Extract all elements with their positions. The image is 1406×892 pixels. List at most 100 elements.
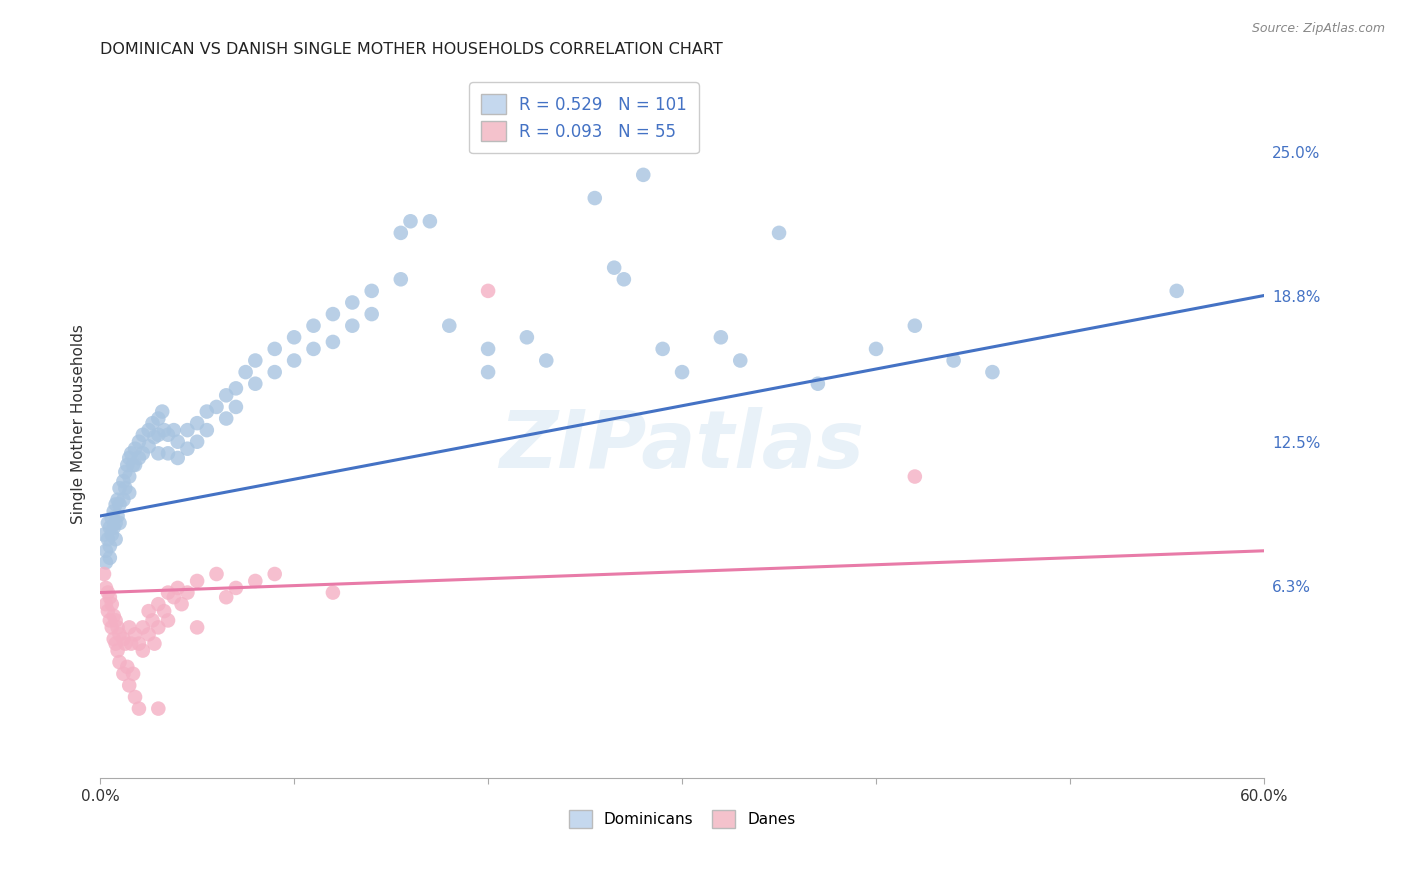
Y-axis label: Single Mother Households: Single Mother Households [72, 325, 86, 524]
Point [94, 581, 117, 595]
Legend: Dominicans, Danes: Dominicans, Danes [562, 804, 801, 834]
Point [108, 655, 131, 669]
Point [215, 591, 238, 605]
Point [904, 469, 927, 483]
Point [205, 567, 228, 582]
Point [728, 353, 751, 368]
Point [97, 516, 120, 530]
Point [138, 627, 160, 641]
Point [108, 627, 131, 641]
Point [97, 604, 120, 618]
Point [103, 504, 125, 518]
Point [603, 260, 626, 275]
Point [98, 614, 121, 628]
Point [120, 637, 142, 651]
Point [94, 543, 117, 558]
Point [263, 365, 285, 379]
Point [112, 666, 135, 681]
Point [138, 423, 160, 437]
Point [148, 411, 170, 425]
Point [108, 481, 131, 495]
Point [124, 690, 146, 704]
Point [710, 330, 733, 344]
Point [235, 365, 257, 379]
Point [108, 516, 131, 530]
Point [157, 427, 180, 442]
Point [141, 416, 163, 430]
Point [477, 284, 499, 298]
Point [114, 465, 136, 479]
Point [245, 353, 267, 368]
Point [1166, 284, 1188, 298]
Point [263, 342, 285, 356]
Point [128, 701, 150, 715]
Point [389, 272, 412, 286]
Point [124, 442, 146, 456]
Point [117, 660, 139, 674]
Point [302, 318, 325, 333]
Point [157, 585, 180, 599]
Point [195, 423, 218, 437]
Point [322, 307, 344, 321]
Point [613, 272, 636, 286]
Point [302, 342, 325, 356]
Point [186, 434, 208, 449]
Point [97, 532, 120, 546]
Point [564, 121, 586, 136]
Point [342, 295, 364, 310]
Point [195, 404, 218, 418]
Point [186, 416, 208, 430]
Point [225, 400, 247, 414]
Point [132, 643, 155, 657]
Point [117, 458, 139, 472]
Point [138, 604, 160, 618]
Point [322, 334, 344, 349]
Point [263, 567, 285, 582]
Point [150, 404, 173, 418]
Point [166, 450, 188, 465]
Point [536, 353, 558, 368]
Point [904, 318, 927, 333]
Point [399, 214, 422, 228]
Point [104, 516, 127, 530]
Point [153, 423, 176, 437]
Text: Source: ZipAtlas.com: Source: ZipAtlas.com [1251, 22, 1385, 36]
Point [141, 614, 163, 628]
Point [186, 620, 208, 634]
Point [103, 520, 125, 534]
Point [104, 637, 127, 651]
Point [225, 581, 247, 595]
Point [118, 678, 141, 692]
Point [225, 381, 247, 395]
Point [107, 643, 129, 657]
Point [360, 307, 382, 321]
Point [477, 365, 499, 379]
Point [176, 585, 198, 599]
Point [176, 423, 198, 437]
Point [98, 591, 121, 605]
Point [153, 604, 176, 618]
Text: DOMINICAN VS DANISH SINGLE MOTHER HOUSEHOLDS CORRELATION CHART: DOMINICAN VS DANISH SINGLE MOTHER HOUSEH… [100, 42, 723, 57]
Point [128, 637, 150, 651]
Point [516, 330, 538, 344]
Point [342, 318, 364, 333]
Point [138, 439, 160, 453]
Point [148, 620, 170, 634]
Point [103, 632, 125, 646]
Point [107, 492, 129, 507]
Point [118, 450, 141, 465]
Point [283, 330, 305, 344]
Point [176, 442, 198, 456]
Point [100, 597, 122, 611]
Point [360, 284, 382, 298]
Point [651, 342, 673, 356]
Point [94, 555, 117, 569]
Point [807, 376, 830, 391]
Point [163, 591, 186, 605]
Point [215, 411, 238, 425]
Point [245, 376, 267, 391]
Point [100, 511, 122, 525]
Point [163, 423, 186, 437]
Point [93, 567, 115, 582]
Point [104, 532, 127, 546]
